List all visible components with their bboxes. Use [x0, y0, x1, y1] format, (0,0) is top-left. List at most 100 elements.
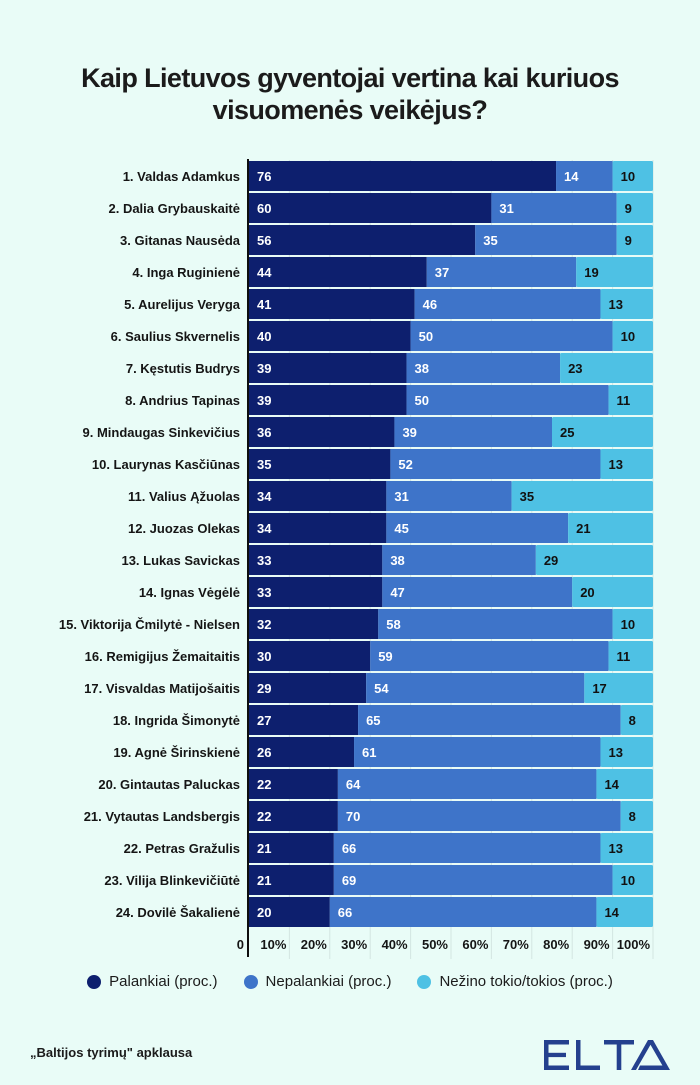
data-label-nepalankiai: 31: [499, 201, 513, 216]
bar-palankiai: [249, 737, 355, 767]
data-label-nezino: 14: [604, 777, 619, 792]
data-label-palankiai: 44: [257, 265, 272, 280]
bar-nepalankiai: [414, 289, 601, 319]
data-label-palankiai: 22: [257, 777, 271, 792]
data-label-nepalankiai: 14: [564, 169, 579, 184]
data-label-nezino: 13: [608, 457, 622, 472]
data-label-nepalankiai: 45: [394, 521, 408, 536]
legend-label-nezino: Nežino tokio/tokios (proc.): [439, 973, 613, 990]
category-label: 7. Kęstutis Budrys: [126, 361, 240, 376]
data-label-nezino: 8: [629, 713, 636, 728]
bar-nezino: [600, 833, 653, 863]
data-label-nezino: 10: [621, 329, 635, 344]
data-label-nezino: 13: [608, 297, 622, 312]
data-labels: 76 14 10 60 31 9 56 35 9 44 37 19 41 46 13 40 50 10 39 38 23…: [257, 169, 636, 920]
category-label: 5. Aurelijus Veryga: [124, 297, 241, 312]
bar-nezino: [612, 865, 653, 895]
bar-nezino: [600, 737, 653, 767]
x-tick-label: 10%: [260, 937, 286, 952]
legend-label-palankiai: Palankiai (proc.): [109, 973, 218, 990]
data-label-nepalankiai: 65: [366, 713, 380, 728]
bar-nezino: [612, 321, 653, 351]
data-label-palankiai: 21: [257, 841, 271, 856]
bar-nezino: [600, 289, 653, 319]
data-label-nepalankiai: 39: [402, 425, 416, 440]
category-label: 19. Agnė Širinskienė: [113, 745, 240, 760]
chart-title-line-1: Kaip Lietuvos gyventojai vertina kai kur…: [81, 63, 619, 93]
bar-nepalankiai: [394, 417, 552, 447]
bar-nezino: [616, 193, 653, 223]
data-label-palankiai: 29: [257, 681, 271, 696]
bar-nezino: [535, 545, 653, 575]
bar-palankiai: [249, 481, 387, 511]
bar-nepalankiai: [491, 193, 617, 223]
legend: Palankiai (proc.) Nepalankiai (proc.) Ne…: [0, 973, 700, 990]
x-tick-label: 70%: [503, 937, 529, 952]
x-tick-label: 40%: [382, 937, 408, 952]
chart-title: Kaip Lietuvos gyventojai vertina kai kur…: [0, 62, 700, 126]
bar-palankiai: [249, 609, 379, 639]
data-label-palankiai: 21: [257, 873, 271, 888]
category-label: 13. Lukas Savickas: [121, 553, 240, 568]
x-tick-label: 100%: [617, 937, 651, 952]
bar-nezino: [620, 801, 653, 831]
bar-palankiai: [249, 545, 383, 575]
data-label-nepalankiai: 38: [390, 553, 404, 568]
category-label: 6. Saulius Skvernelis: [111, 329, 240, 344]
legend-item-nepalankiai: Nepalankiai (proc.): [243, 973, 391, 990]
data-label-nezino: 13: [608, 745, 622, 760]
x-tick-label: 50%: [422, 937, 448, 952]
bar-palankiai: [249, 769, 338, 799]
category-label: 9. Mindaugas Sinkevičius: [83, 425, 241, 440]
data-label-palankiai: 76: [257, 169, 271, 184]
category-label: 8. Andrius Tapinas: [125, 393, 240, 408]
x-tick-label: 30%: [341, 937, 367, 952]
legend-item-palankiai: Palankiai (proc.): [87, 973, 218, 990]
data-label-palankiai: 34: [257, 489, 272, 504]
data-label-palankiai: 35: [257, 457, 271, 472]
data-label-palankiai: 32: [257, 617, 271, 632]
bar-palankiai: [249, 257, 427, 287]
bar-palankiai: [249, 641, 371, 671]
bar-nepalankiai: [386, 481, 512, 511]
category-label: 3. Gitanas Nausėda: [120, 233, 241, 248]
bar-nezino: [608, 385, 653, 415]
legend-dot-nezino: [417, 974, 432, 989]
source-note: „Baltijos tyrimų" apklausa: [30, 1045, 193, 1060]
bar-palankiai: [249, 449, 391, 479]
category-label: 2. Dalia Grybauskaitė: [108, 201, 240, 216]
data-label-nezino: 23: [568, 361, 582, 376]
category-label: 10. Laurynas Kasčiūnas: [92, 457, 240, 472]
data-label-palankiai: 22: [257, 809, 271, 824]
bar-nezino: [612, 609, 653, 639]
category-label: 18. Ingrida Šimonytė: [113, 713, 240, 728]
bar-nezino: [620, 705, 653, 735]
legend-dot-palankiai: [87, 974, 102, 989]
category-label: 4. Inga Ruginienė: [132, 265, 240, 280]
bar-nepalankiai: [378, 609, 613, 639]
bar-nepalankiai: [390, 449, 601, 479]
bar-palankiai: [249, 289, 415, 319]
category-label: 23. Vilija Blinkevičiūtė: [104, 873, 240, 888]
data-label-nepalankiai: 54: [374, 681, 389, 696]
chart-title-line-2: visuomenės veikėjus?: [212, 95, 488, 125]
data-label-nezino: 19: [584, 265, 598, 280]
category-label: 1. Valdas Adamkus: [123, 169, 240, 184]
data-label-nepalankiai: 66: [342, 841, 356, 856]
bar-nezino: [608, 641, 653, 671]
bar-nezino: [511, 481, 653, 511]
data-label-nepalankiai: 61: [362, 745, 376, 760]
bar-nepalankiai: [386, 513, 569, 543]
data-label-nezino: 21: [576, 521, 590, 536]
x-tick-label: 90%: [584, 937, 610, 952]
bar-nepalankiai: [337, 801, 621, 831]
bar-nezino: [568, 513, 653, 543]
bar-nepalankiai: [556, 161, 613, 191]
data-label-nepalankiai: 46: [423, 297, 437, 312]
bar-palankiai: [249, 897, 330, 927]
legend-item-nezino: Nežino tokio/tokios (proc.): [417, 973, 613, 990]
data-label-palankiai: 20: [257, 905, 271, 920]
data-label-nepalankiai: 50: [419, 329, 433, 344]
bar-palankiai: [249, 225, 476, 255]
data-label-nepalankiai: 52: [398, 457, 412, 472]
